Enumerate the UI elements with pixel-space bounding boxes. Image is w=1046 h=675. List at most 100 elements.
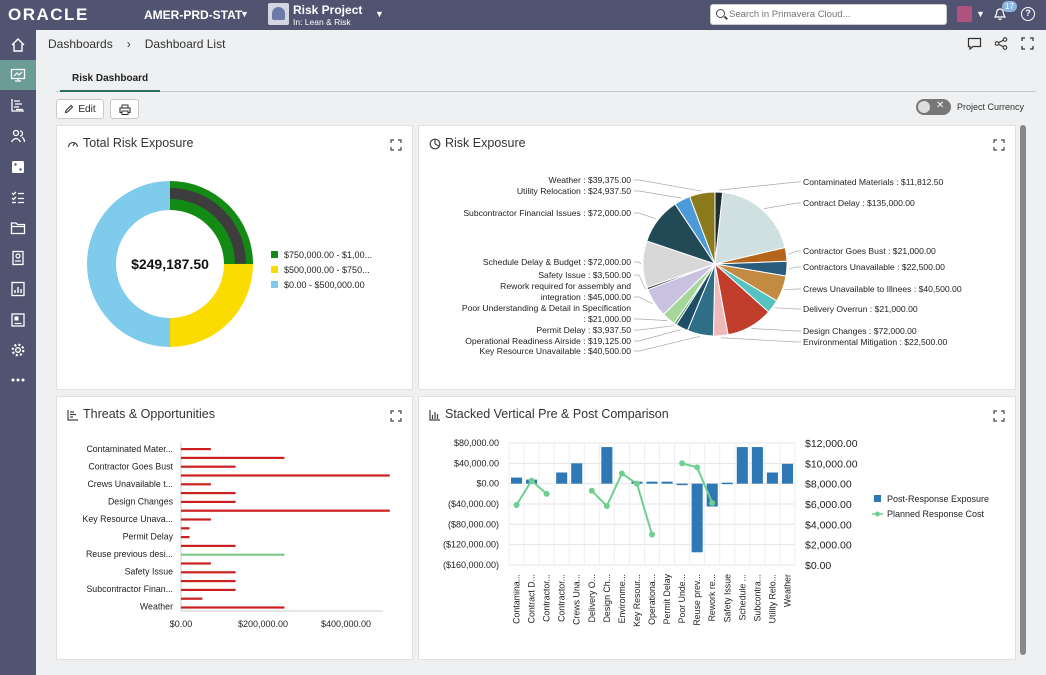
avatar[interactable] — [957, 6, 972, 22]
bar-chart-icon — [67, 410, 78, 421]
chevron-down-icon[interactable]: ▼ — [240, 9, 249, 19]
share-icon[interactable] — [994, 37, 1008, 50]
bar — [181, 597, 203, 600]
bar — [181, 492, 236, 495]
x-tick-label: Contractor... — [557, 574, 567, 622]
expand-icon[interactable] — [390, 410, 402, 422]
breadcrumb-dashboards[interactable]: Dashboards — [48, 37, 113, 51]
print-button[interactable] — [110, 99, 139, 119]
sidebar-item-register[interactable] — [0, 243, 36, 273]
x-tick-label: Permit Delay — [662, 573, 672, 624]
gear-icon — [11, 343, 25, 357]
y-right-tick-label: $0.00 — [805, 560, 831, 572]
scrollbar[interactable] — [1020, 125, 1026, 655]
sidebar-item-resources[interactable] — [0, 121, 36, 151]
bar — [181, 544, 236, 547]
line-point — [679, 460, 686, 467]
sidebar-item-risks[interactable] — [0, 152, 36, 182]
slice-label-line: integration : $45,000.00 — [541, 292, 632, 302]
sidebar-item-settings[interactable] — [0, 335, 36, 365]
y-left-tick-label: ($160,000.00) — [443, 560, 499, 570]
edit-button[interactable]: Edit — [56, 99, 104, 119]
oracle-logo[interactable]: ORACLE — [8, 5, 89, 24]
home-icon — [11, 38, 25, 52]
card-title: Stacked Vertical Pre & Post Comparison — [445, 407, 669, 421]
legend-swatch — [875, 511, 880, 517]
chevron-down-icon[interactable]: ▼ — [375, 9, 384, 19]
bar — [181, 588, 236, 591]
x-tick-label: Poor Unde... — [677, 574, 687, 623]
leader-line — [634, 296, 653, 305]
legend-swatch — [271, 266, 278, 273]
slice-label-line: Poor Understanding & Detail in Specifica… — [462, 303, 631, 313]
tab-bar: Risk Dashboard — [56, 70, 1036, 92]
comment-icon[interactable] — [967, 37, 982, 50]
legend-label: Post-Response Exposure — [887, 494, 989, 504]
gauge-icon — [67, 141, 79, 148]
expand-icon[interactable] — [390, 139, 402, 151]
people-icon — [10, 129, 26, 143]
slice-label: Subcontractor Financial Issues : $72,000… — [463, 208, 631, 218]
search-input[interactable] — [729, 7, 939, 22]
sidebar-item-activities[interactable] — [0, 90, 36, 120]
x-tick-label: Safety Issue — [722, 574, 732, 623]
leader-line — [718, 181, 801, 191]
environment-selector[interactable]: AMER-PRD-STAT — [144, 8, 243, 22]
donut-center-value: $249,187.50 — [131, 256, 209, 272]
leader-line — [751, 328, 801, 332]
bar — [181, 474, 390, 477]
report-icon — [11, 281, 25, 297]
top-bar: ORACLE AMER-PRD-STAT ▼ Risk Project In: … — [0, 0, 1046, 30]
sidebar-item-layouts[interactable] — [0, 305, 36, 335]
project-name[interactable]: Risk Project — [293, 3, 363, 17]
help-icon[interactable]: ? — [1021, 7, 1035, 21]
line-point — [649, 531, 655, 538]
bar — [181, 500, 236, 503]
sidebar-item-reports[interactable] — [0, 274, 36, 304]
leader-line — [634, 212, 657, 220]
sidebar-item-tasks[interactable] — [0, 182, 36, 212]
tab-risk-dashboard[interactable]: Risk Dashboard — [60, 73, 161, 92]
project-currency-label: Project Currency — [957, 102, 1025, 112]
leader-line — [720, 337, 801, 343]
donut-gauge-arc — [169, 188, 246, 264]
sidebar-item-documents[interactable] — [0, 213, 36, 243]
sidebar — [0, 30, 36, 675]
breadcrumb: Dashboards › Dashboard List — [48, 37, 239, 51]
expand-icon[interactable] — [993, 139, 1005, 151]
y-tick-label: Crews Unavailable t... — [87, 479, 173, 489]
sidebar-item-home[interactable] — [0, 30, 36, 60]
y-left-tick-label: $0.00 — [476, 479, 499, 489]
stacked-comparison-card: Stacked Vertical Pre & Post Comparison $… — [418, 396, 1016, 660]
fullscreen-icon[interactable] — [1021, 37, 1034, 50]
sidebar-item-dashboards[interactable] — [0, 60, 36, 90]
legend-label: $750,000.00 - $1,00... — [284, 250, 372, 260]
project-currency-toggle[interactable] — [916, 99, 951, 115]
x-tick-label: Key Resour... — [632, 574, 642, 627]
bar — [751, 447, 763, 484]
donut-segment — [87, 181, 171, 347]
legend-label: $500,000.00 - $750... — [284, 265, 370, 275]
y-tick-label: Contaminated Mater... — [86, 444, 173, 454]
folder-icon — [10, 222, 26, 235]
bar — [691, 483, 703, 553]
legend-swatch — [271, 281, 278, 288]
breadcrumb-dashboard-list[interactable]: Dashboard List — [144, 37, 226, 51]
line-point — [528, 477, 535, 484]
y-tick-label: Safety Issue — [125, 567, 174, 577]
bar — [181, 606, 285, 609]
y-right-tick-label: $4,000.00 — [805, 519, 852, 531]
leader-line — [634, 190, 682, 199]
leader-line — [634, 179, 702, 192]
y-left-tick-label: $80,000.00 — [454, 438, 499, 448]
series-line — [515, 479, 548, 506]
slice-label: Operational Readiness Airside : $19,125.… — [465, 336, 631, 346]
checklist-icon — [11, 191, 24, 204]
sidebar-item-more[interactable] — [0, 365, 36, 395]
y-right-tick-label: $2,000.00 — [805, 540, 852, 552]
column-chart-icon — [429, 410, 440, 421]
expand-icon[interactable] — [993, 410, 1005, 422]
chevron-down-icon[interactable]: ▼ — [976, 9, 985, 19]
bar — [556, 472, 568, 484]
slice-label: Utility Relocation : $24,937.50 — [517, 186, 631, 196]
